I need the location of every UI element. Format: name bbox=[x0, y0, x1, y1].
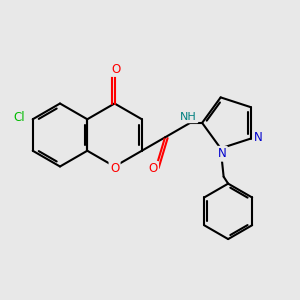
Text: O: O bbox=[110, 161, 119, 175]
Text: O: O bbox=[148, 162, 158, 175]
Text: N: N bbox=[218, 147, 226, 160]
Text: NH: NH bbox=[180, 112, 197, 122]
Text: O: O bbox=[111, 62, 121, 76]
Text: N: N bbox=[254, 130, 262, 144]
Text: Cl: Cl bbox=[14, 111, 25, 124]
